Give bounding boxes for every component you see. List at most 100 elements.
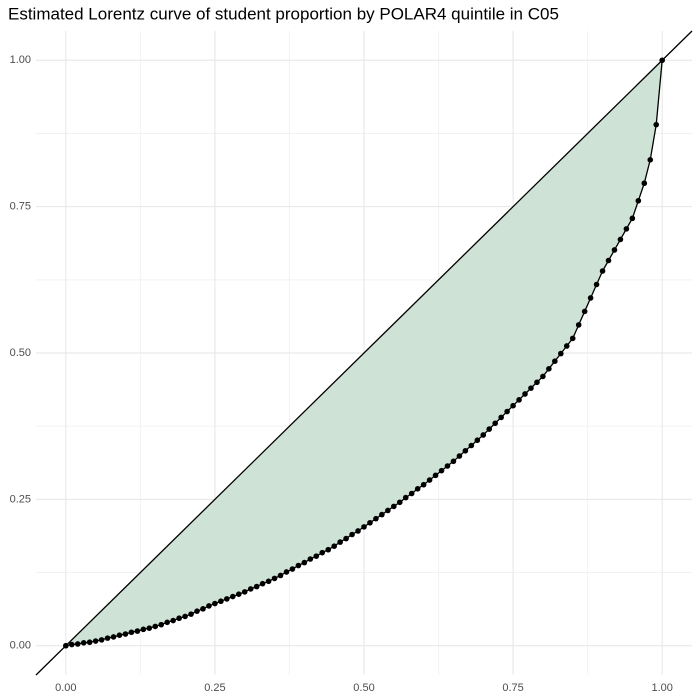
y-tick-label: 1.00	[10, 54, 31, 66]
lorentz-point	[492, 420, 499, 427]
lorentz-point	[301, 559, 308, 566]
lorentz-point	[206, 603, 212, 609]
x-tick-label: 0.50	[353, 682, 374, 694]
lorentz-point	[122, 631, 129, 637]
lorentz-point	[337, 539, 343, 545]
lorentz-point	[599, 268, 606, 274]
lorentz-point	[575, 322, 582, 328]
lorentz-point	[480, 432, 487, 438]
lorentz-point	[552, 358, 558, 364]
lorentz-point	[516, 397, 522, 403]
lorentz-point	[408, 490, 415, 497]
lorentz-point	[104, 635, 111, 641]
lorentz-point	[188, 611, 194, 617]
lorentz-point	[605, 257, 612, 264]
lorentz-point	[438, 467, 445, 474]
lorentz-point	[218, 598, 224, 605]
lorentz-point	[534, 379, 540, 386]
lorentz-point	[641, 180, 648, 187]
lorentz-point	[295, 562, 302, 569]
lorentz-point	[498, 414, 504, 421]
lorentz-point	[63, 642, 69, 649]
lorentz-point	[349, 531, 355, 538]
lorentz-point	[319, 549, 326, 556]
lorentz-point	[152, 623, 159, 630]
y-tick-label: 0.25	[10, 493, 31, 505]
lorentz-point	[450, 458, 457, 465]
lorentz-point	[659, 57, 665, 64]
lorentz-point	[230, 593, 236, 600]
y-tick-label: 0.75	[10, 201, 31, 213]
lorentz-point	[587, 295, 594, 301]
lorentz-point	[116, 632, 123, 638]
lorentz-point	[247, 586, 254, 592]
lorentz-point	[134, 628, 141, 634]
lorentz-point	[241, 589, 248, 595]
lorentz-point	[546, 366, 552, 372]
lorentz-point	[68, 641, 75, 648]
lorentz-point	[444, 463, 451, 469]
lorentz-point	[474, 437, 481, 444]
lorentz-point	[325, 546, 332, 553]
lorentz-point	[402, 494, 409, 501]
lorentz-point	[313, 553, 320, 559]
lorentz-point	[140, 626, 147, 633]
lorentz-point	[391, 503, 397, 510]
lorentz-point	[331, 543, 337, 549]
lorentz-point	[617, 236, 624, 243]
lorentz-point	[307, 556, 314, 562]
lorentz-point	[110, 634, 117, 640]
equality-line	[35, 30, 693, 676]
lorentz-point	[510, 402, 516, 409]
lorentz-point	[92, 638, 99, 644]
lorentz-point	[486, 426, 493, 432]
lorentz-point	[569, 335, 576, 342]
chart-title: Estimated Lorentz curve of student propo…	[8, 4, 559, 23]
lorentz-point	[528, 385, 534, 391]
lorentz-point	[74, 641, 81, 647]
y-tick-label: 0.00	[10, 640, 31, 652]
lorentz-point	[504, 408, 510, 415]
lorentz-point	[593, 281, 600, 288]
lorentz-point	[558, 350, 564, 357]
lorentz-point	[367, 519, 373, 526]
lorentz-point	[289, 566, 296, 572]
lorentz-point	[540, 373, 546, 380]
lorentz-point	[623, 226, 630, 232]
lorentz-point	[385, 507, 391, 514]
lorentz-point	[164, 619, 170, 626]
lorentz-point	[200, 606, 206, 612]
lorentz-point	[462, 447, 469, 454]
lorentz-point	[414, 486, 421, 492]
lorentz-point	[456, 453, 463, 459]
lorentz-point	[396, 499, 403, 506]
lorentz-point	[212, 600, 218, 607]
lorentz-point	[80, 640, 87, 646]
lorentz-point	[271, 575, 278, 582]
lorentz-point	[343, 535, 349, 542]
lorentz-point	[420, 481, 427, 488]
lorentz-point	[635, 197, 642, 204]
x-tick-label: 1.00	[651, 682, 672, 694]
x-tick-label: 0.00	[55, 682, 76, 694]
lorentz-point	[194, 608, 200, 614]
lorentz-point	[170, 617, 176, 624]
lorentz-point	[283, 569, 290, 575]
lorentz-point	[277, 572, 284, 579]
x-tick-label: 0.25	[204, 682, 225, 694]
lorentz-point	[259, 580, 266, 587]
lorentz-point	[224, 596, 230, 602]
lorentz-point	[86, 639, 93, 646]
lorentz-point	[361, 524, 367, 530]
lorentz-point	[253, 583, 260, 590]
lorentz-point	[522, 391, 528, 397]
lorentz-point	[468, 442, 475, 449]
x-tick-label: 0.75	[502, 682, 523, 694]
lorentz-point	[426, 477, 433, 483]
y-tick-label: 0.50	[10, 347, 31, 359]
lorentz-point	[653, 121, 660, 128]
lorentz-point	[581, 308, 588, 315]
lorentz-point	[355, 528, 361, 534]
lorentz-point	[563, 343, 570, 349]
lorentz-point	[629, 215, 636, 222]
